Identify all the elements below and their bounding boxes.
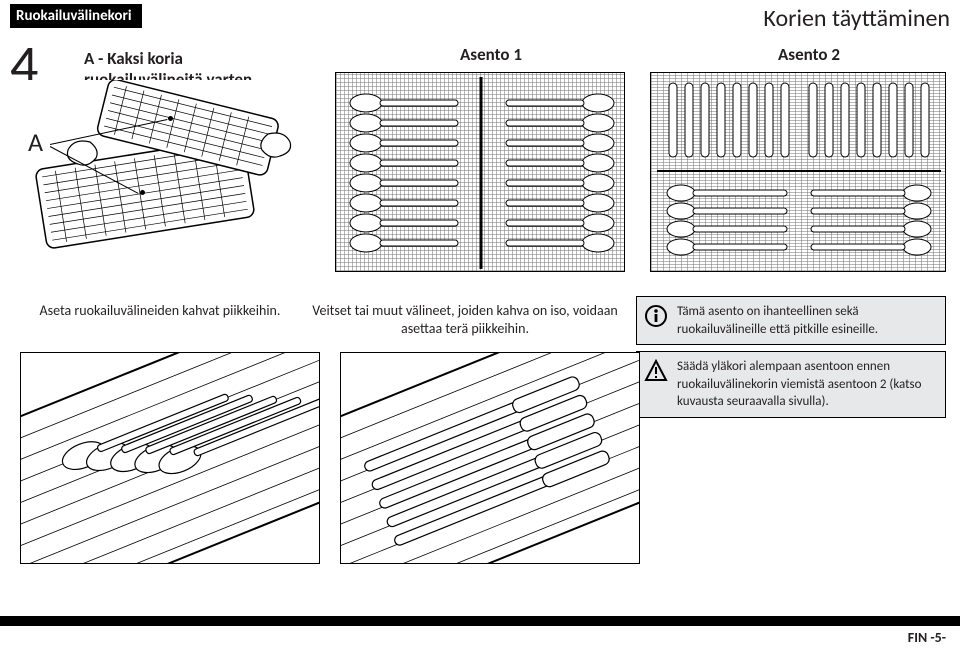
detail-diagram-2 (340, 352, 640, 564)
callout-dot (140, 190, 145, 195)
basket-drawing (20, 80, 305, 270)
callout-dot (168, 116, 173, 121)
warning-note-text: Säädä yläkori alempaan asentoon ennen ru… (677, 358, 937, 411)
note-column: Tämä asento on ihanteellinen sekä ruokai… (636, 296, 946, 418)
position-labels: Asento 1 Asento 2 (0, 44, 960, 68)
info-note-text: Tämä asento on ihanteellinen sekä ruokai… (677, 303, 937, 338)
header: Ruokailuvälinekori Korien täyttäminen (0, 0, 960, 33)
diagram-row-top: A (0, 70, 960, 280)
diagram-position-1 (335, 72, 625, 272)
diagram-position-2 (650, 72, 946, 272)
divider-thick (0, 618, 960, 626)
chapter-title: Korien täyttäminen (763, 4, 950, 33)
diagram-row-bottom (0, 352, 660, 572)
position-1-label: Asento 1 (460, 44, 522, 65)
section-badge: Ruokailuvälinekori (10, 4, 142, 28)
caption-1: Aseta ruokailuvälineiden kahvat piikkeih… (20, 302, 300, 320)
warning-note: Säädä yläkori alempaan asentoon ennen ru… (636, 351, 946, 418)
info-icon (643, 303, 669, 329)
detail-diagram-1 (20, 352, 320, 564)
position-2-label: Asento 2 (778, 44, 840, 65)
info-note: Tämä asento on ihanteellinen sekä ruokai… (636, 296, 946, 345)
cutlery-overlay (651, 73, 946, 272)
detail-drawing (341, 353, 640, 564)
cutlery-overlay (336, 73, 625, 272)
diagram-a-marker: A (28, 126, 43, 158)
detail-drawing (21, 353, 320, 564)
page-footer: FIN -5- (908, 629, 946, 646)
diagram-basket-a: A (20, 80, 305, 270)
caption-2: Veitset tai muut välineet, joiden kahva … (300, 302, 630, 338)
